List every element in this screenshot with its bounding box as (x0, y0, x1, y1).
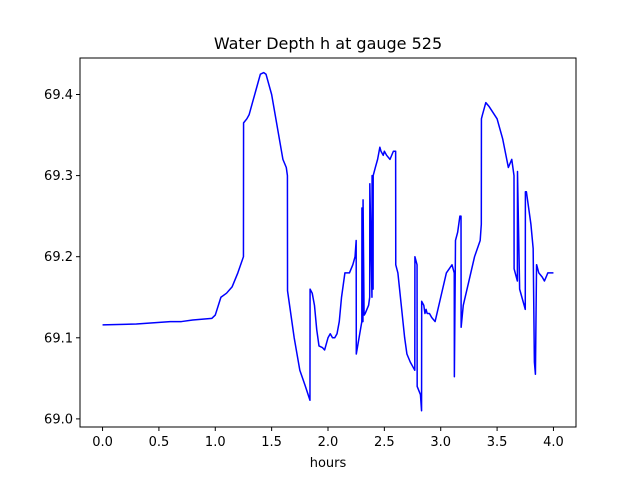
y-tick-label: 69.4 (44, 88, 73, 103)
x-tick-label: 0.5 (149, 435, 170, 450)
x-axis-ticks: 0.0 0.5 1.0 1.5 2.0 2.5 3.0 3.5 4.0 (92, 427, 564, 450)
data-series-line (102, 71, 554, 412)
x-tick-label: 1.5 (261, 435, 282, 450)
x-axis-label: hours (310, 456, 347, 471)
y-tick-label: 69.0 (44, 412, 73, 427)
x-tick-label: 2.5 (374, 435, 395, 450)
y-tick-label: 69.1 (44, 331, 73, 346)
x-tick-label: 4.0 (543, 435, 564, 450)
x-tick-label: 3.0 (430, 435, 451, 450)
y-tick-label: 69.2 (44, 250, 73, 265)
chart-title: Water Depth h at gauge 525 (214, 34, 442, 53)
x-tick-label: 3.5 (487, 435, 508, 450)
axes-frame (79, 57, 577, 428)
x-tick-label: 2.0 (318, 435, 339, 450)
x-tick-label: 1.0 (205, 435, 226, 450)
y-axis-ticks: 69.0 69.1 69.2 69.3 69.4 (44, 88, 80, 427)
y-tick-label: 69.3 (44, 169, 73, 184)
plot-area (79, 57, 577, 428)
x-tick-label: 0.0 (92, 435, 113, 450)
